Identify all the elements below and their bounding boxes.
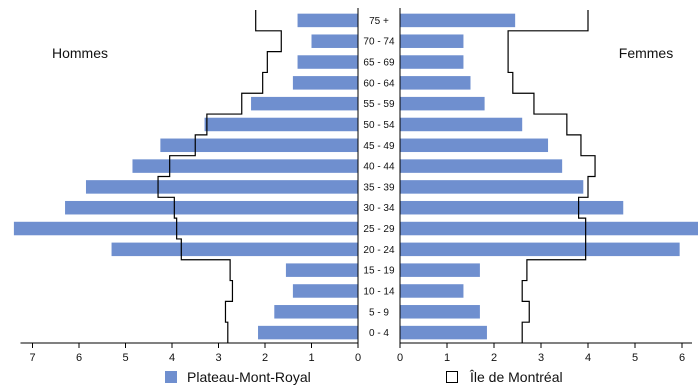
bar-femmes-60-64 — [400, 76, 471, 90]
bar-femmes-5-9 — [400, 305, 480, 319]
bar-femmes-70-74 — [400, 34, 464, 48]
age-group-label: 65 - 69 — [363, 58, 395, 69]
right-tick-label: 4 — [585, 352, 591, 364]
right-tick-label: 2 — [491, 352, 497, 364]
right-tick-label: 1 — [444, 352, 450, 364]
bars-layer — [13, 13, 698, 340]
bar-hommes-70-74 — [311, 34, 358, 48]
outline-femmes-montreal — [507, 10, 596, 343]
bar-femmes-45-49 — [400, 138, 549, 153]
left-tick-label: 0 — [355, 352, 361, 364]
bar-femmes-20-24 — [400, 242, 680, 257]
age-group-label: 70 - 74 — [363, 37, 395, 48]
bar-femmes-35-39 — [400, 180, 584, 194]
left-tick-label: 7 — [29, 352, 35, 364]
age-group-label: 25 - 29 — [363, 224, 395, 235]
bar-hommes-35-39 — [85, 180, 358, 194]
bar-femmes-50-54 — [400, 117, 523, 132]
age-group-label: 45 - 49 — [363, 141, 395, 152]
right-tick-label: 3 — [538, 352, 544, 364]
age-group-label: 15 - 19 — [363, 266, 395, 277]
age-group-label: 10 - 14 — [363, 286, 395, 297]
left-tick-label: 5 — [122, 352, 128, 364]
right-tick-label: 6 — [679, 352, 685, 364]
outline-layer — [157, 10, 596, 343]
bar-hommes-25-29 — [13, 221, 359, 236]
bar-hommes-75+ — [297, 13, 358, 28]
age-group-label: 0 - 4 — [369, 328, 389, 339]
bar-femmes-30-34 — [400, 200, 624, 215]
bar-femmes-75+ — [400, 13, 516, 28]
age-group-label: 40 - 44 — [363, 162, 395, 173]
bar-femmes-25-29 — [400, 221, 698, 236]
bar-hommes-5-9 — [274, 305, 358, 319]
bar-hommes-40-44 — [132, 159, 358, 173]
left-side-label: Hommes — [52, 45, 108, 61]
bar-hommes-65-69 — [297, 55, 358, 69]
legend-swatch-plateau — [165, 371, 177, 383]
age-group-label: 50 - 54 — [363, 120, 395, 131]
age-group-label: 55 - 59 — [363, 99, 395, 110]
legend-swatch-montreal — [446, 371, 458, 383]
legend-label-plateau: Plateau-Mont-Royal — [187, 369, 311, 385]
bar-hommes-60-64 — [292, 76, 358, 90]
bar-hommes-50-54 — [204, 117, 358, 132]
age-group-label: 20 - 24 — [363, 245, 395, 256]
age-group-label: 35 - 39 — [363, 182, 395, 193]
bar-hommes-45-49 — [160, 138, 358, 153]
age-group-label: 75 + — [369, 16, 389, 27]
left-tick-label: 6 — [76, 352, 82, 364]
left-tick-label: 4 — [169, 352, 175, 364]
legend: Plateau-Mont-Royal Île de Montréal — [165, 369, 563, 385]
bar-hommes-15-19 — [285, 263, 358, 277]
legend-label-montreal: Île de Montréal — [469, 369, 563, 385]
left-tick-label: 1 — [308, 352, 314, 364]
bar-hommes-10-14 — [292, 284, 358, 298]
bar-femmes-55-59 — [400, 96, 485, 111]
right-tick-label: 5 — [632, 352, 638, 364]
right-side-label: Femmes — [619, 45, 673, 61]
left-tick-label: 2 — [262, 352, 268, 364]
bar-hommes-20-24 — [111, 242, 358, 257]
bar-hommes-55-59 — [251, 96, 358, 111]
axes-layer: 0 1 2 3 4 5 6 7 0 1 2 3 4 5 6 — [20, 8, 692, 364]
left-tick-label: 3 — [215, 352, 221, 364]
bar-hommes-0-4 — [258, 325, 358, 340]
age-group-label: 60 - 64 — [363, 78, 395, 89]
bar-femmes-40-44 — [400, 159, 563, 173]
bar-femmes-10-14 — [400, 284, 464, 298]
age-group-label: 5 - 9 — [369, 307, 389, 318]
bar-femmes-15-19 — [400, 263, 480, 277]
bar-hommes-30-34 — [65, 200, 359, 215]
right-tick-label: 0 — [397, 352, 403, 364]
bar-femmes-65-69 — [400, 55, 464, 69]
age-group-label: 30 - 34 — [363, 203, 395, 214]
labels-layer: 0 - 4 5 - 9 10 - 14 15 - 19 20 - 24 25 - 29 30… — [363, 16, 395, 339]
outline-hommes-montreal — [157, 10, 282, 343]
bar-femmes-0-4 — [400, 325, 487, 340]
